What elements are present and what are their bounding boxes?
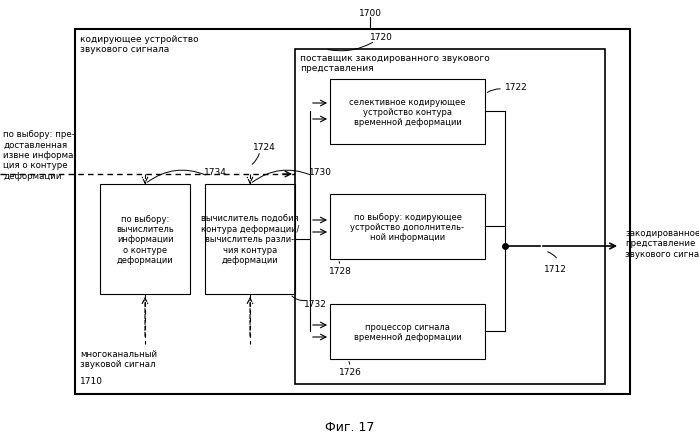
Text: по выбору: кодирующее
устройство дополнитель-
ной информации: по выбору: кодирующее устройство дополни… bbox=[350, 212, 465, 242]
Text: 1724: 1724 bbox=[253, 143, 275, 152]
Text: 1720: 1720 bbox=[370, 33, 393, 42]
Text: многоканальный
звуковой сигнал: многоканальный звуковой сигнал bbox=[80, 349, 157, 368]
Text: 1728: 1728 bbox=[329, 267, 352, 276]
Bar bbox=[205, 184, 295, 294]
Bar bbox=[75, 30, 630, 394]
Text: 1730: 1730 bbox=[308, 168, 331, 177]
Bar bbox=[330, 80, 485, 145]
Text: по выбору:
вычислитель
информации
о контуре
деформации: по выбору: вычислитель информации о конт… bbox=[116, 214, 174, 265]
Text: кодирующее устройство
звукового сигнала: кодирующее устройство звукового сигнала bbox=[80, 35, 199, 54]
Bar bbox=[100, 184, 190, 294]
Text: 1726: 1726 bbox=[338, 367, 361, 377]
Text: селективное кодирующее
устройство контура
временной деформации: селективное кодирующее устройство контур… bbox=[350, 97, 466, 127]
Text: процессор сигнала
временной деформации: процессор сигнала временной деформации bbox=[354, 322, 461, 341]
Text: поставщик закодированного звукового
представления: поставщик закодированного звукового пред… bbox=[300, 54, 490, 73]
Text: 1710: 1710 bbox=[80, 376, 103, 385]
Bar bbox=[330, 194, 485, 259]
Bar bbox=[295, 50, 605, 384]
Text: по выбору: пре-
доставленная
извне информа-
ция о контуре
деформации: по выбору: пре- доставленная извне инфор… bbox=[3, 130, 76, 180]
Text: 1732: 1732 bbox=[303, 300, 326, 309]
Text: 1712: 1712 bbox=[544, 265, 566, 273]
Text: 1734: 1734 bbox=[203, 168, 226, 177]
Text: 1700: 1700 bbox=[359, 8, 382, 18]
Text: Фиг. 17: Фиг. 17 bbox=[325, 420, 374, 434]
Text: закодированное
представление
звукового сигнала: закодированное представление звукового с… bbox=[625, 229, 699, 258]
Text: вычислитель подобия
контура деформации/
вычислитель разли-
чия контура
деформаци: вычислитель подобия контура деформации/ … bbox=[201, 214, 299, 265]
Bar bbox=[330, 304, 485, 359]
Text: 1722: 1722 bbox=[505, 83, 528, 92]
